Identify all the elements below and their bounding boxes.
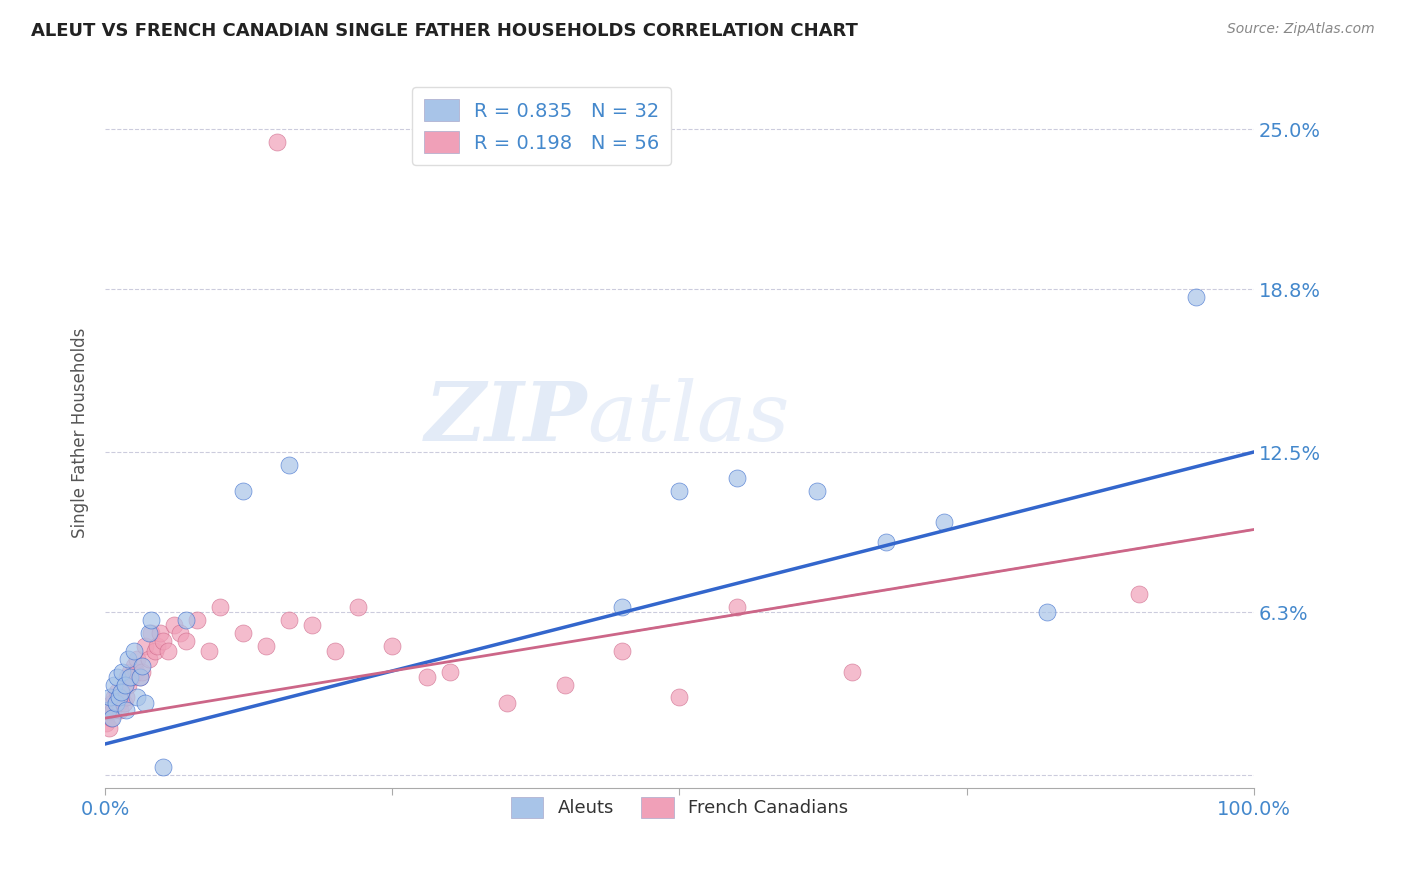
Point bbox=[101, 696, 124, 710]
Point bbox=[112, 696, 135, 710]
Point bbox=[266, 135, 288, 149]
Point bbox=[134, 696, 156, 710]
Point bbox=[103, 677, 125, 691]
Point bbox=[232, 625, 254, 640]
Point bbox=[117, 651, 139, 665]
Legend: Aleuts, French Canadians: Aleuts, French Canadians bbox=[503, 789, 855, 825]
Point bbox=[152, 760, 174, 774]
Point bbox=[725, 471, 748, 485]
Point bbox=[122, 644, 145, 658]
Point bbox=[1036, 605, 1059, 619]
Point bbox=[416, 670, 439, 684]
Point bbox=[104, 696, 127, 710]
Point bbox=[101, 711, 124, 725]
Point bbox=[610, 644, 633, 658]
Point bbox=[496, 696, 519, 710]
Text: ALEUT VS FRENCH CANADIAN SINGLE FATHER HOUSEHOLDS CORRELATION CHART: ALEUT VS FRENCH CANADIAN SINGLE FATHER H… bbox=[31, 22, 858, 40]
Point bbox=[127, 651, 149, 665]
Point bbox=[110, 685, 132, 699]
Point bbox=[125, 665, 148, 679]
Point bbox=[439, 665, 461, 679]
Point bbox=[174, 613, 197, 627]
Point bbox=[301, 618, 323, 632]
Point bbox=[186, 613, 208, 627]
Point bbox=[114, 677, 136, 691]
Point bbox=[105, 685, 128, 699]
Point bbox=[115, 703, 138, 717]
Point bbox=[122, 659, 145, 673]
Point bbox=[115, 670, 138, 684]
Point bbox=[163, 618, 186, 632]
Point bbox=[1185, 290, 1208, 304]
Point bbox=[131, 665, 153, 679]
Point bbox=[141, 613, 163, 627]
Point bbox=[254, 639, 277, 653]
Point bbox=[725, 600, 748, 615]
Y-axis label: Single Father Households: Single Father Households bbox=[72, 327, 89, 538]
Point bbox=[197, 644, 219, 658]
Point bbox=[97, 722, 120, 736]
Point bbox=[232, 483, 254, 498]
Point bbox=[96, 703, 118, 717]
Point bbox=[278, 613, 301, 627]
Point bbox=[128, 670, 150, 684]
Point bbox=[111, 665, 134, 679]
Point bbox=[278, 458, 301, 472]
Point bbox=[668, 483, 690, 498]
Point bbox=[100, 711, 122, 725]
Point bbox=[841, 665, 863, 679]
Point bbox=[323, 644, 346, 658]
Point bbox=[554, 677, 576, 691]
Point bbox=[134, 639, 156, 653]
Text: atlas: atlas bbox=[588, 378, 790, 458]
Point bbox=[103, 703, 125, 717]
Point bbox=[610, 600, 633, 615]
Point bbox=[96, 716, 118, 731]
Point bbox=[108, 696, 131, 710]
Point bbox=[146, 639, 169, 653]
Point bbox=[932, 515, 955, 529]
Point bbox=[103, 690, 125, 705]
Point bbox=[152, 633, 174, 648]
Point bbox=[107, 690, 129, 705]
Point bbox=[111, 685, 134, 699]
Point bbox=[149, 625, 172, 640]
Point bbox=[108, 690, 131, 705]
Point bbox=[141, 625, 163, 640]
Point bbox=[169, 625, 191, 640]
Point bbox=[157, 644, 180, 658]
Point bbox=[128, 670, 150, 684]
Point bbox=[120, 665, 142, 679]
Text: ZIP: ZIP bbox=[425, 378, 588, 458]
Point bbox=[98, 703, 121, 717]
Point bbox=[668, 690, 690, 705]
Point bbox=[115, 690, 138, 705]
Point bbox=[98, 690, 121, 705]
Point bbox=[875, 535, 897, 549]
Point bbox=[131, 659, 153, 673]
Point bbox=[347, 600, 370, 615]
Text: Source: ZipAtlas.com: Source: ZipAtlas.com bbox=[1227, 22, 1375, 37]
Point bbox=[120, 670, 142, 684]
Point bbox=[138, 651, 160, 665]
Point bbox=[110, 690, 132, 705]
Point bbox=[1128, 587, 1150, 601]
Point bbox=[117, 677, 139, 691]
Point bbox=[127, 690, 149, 705]
Point bbox=[143, 644, 166, 658]
Point bbox=[104, 696, 127, 710]
Point bbox=[121, 670, 143, 684]
Point bbox=[114, 677, 136, 691]
Point bbox=[105, 670, 128, 684]
Point bbox=[209, 600, 232, 615]
Point bbox=[806, 483, 828, 498]
Point bbox=[381, 639, 404, 653]
Point bbox=[108, 703, 131, 717]
Point bbox=[138, 625, 160, 640]
Point bbox=[174, 633, 197, 648]
